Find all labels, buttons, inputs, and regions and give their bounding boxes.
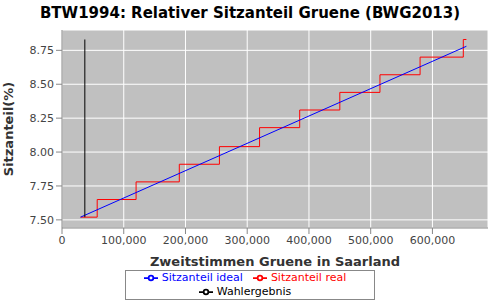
svg-text:600,000: 600,000	[410, 234, 456, 247]
svg-text:8.75: 8.75	[30, 44, 55, 57]
svg-text:100,000: 100,000	[101, 234, 147, 247]
svg-text:7.50: 7.50	[30, 214, 55, 227]
svg-text:8.25: 8.25	[30, 112, 55, 125]
svg-text:200,000: 200,000	[163, 234, 209, 247]
svg-text:Sitzanteil(%): Sitzanteil(%)	[8, 82, 16, 176]
html-text:Sitzanteil real: Sitzanteil real	[270, 271, 347, 284]
html-text:BTW1994: Relativer Sitzanteil: BTW1994: Relativer Sitzanteil Gruene (BW…	[39, 4, 461, 22]
svg-text:0: 0	[59, 234, 66, 247]
svg-text:Zweitstimmen Gruene in Saarlan: Zweitstimmen Gruene in Saarland	[150, 254, 400, 269]
svg-text:8.00: 8.00	[30, 146, 55, 159]
svg-text:500,000: 500,000	[348, 234, 394, 247]
html-text:Wahlergebnis: Wahlergebnis	[216, 285, 292, 298]
svg-text:300,000: 300,000	[224, 234, 270, 247]
svg-text:400,000: 400,000	[286, 234, 332, 247]
svg-text:7.75: 7.75	[30, 180, 55, 193]
svg-text:8.50: 8.50	[30, 78, 55, 91]
html-text:Sitzanteil ideal: Sitzanteil ideal	[161, 271, 243, 284]
